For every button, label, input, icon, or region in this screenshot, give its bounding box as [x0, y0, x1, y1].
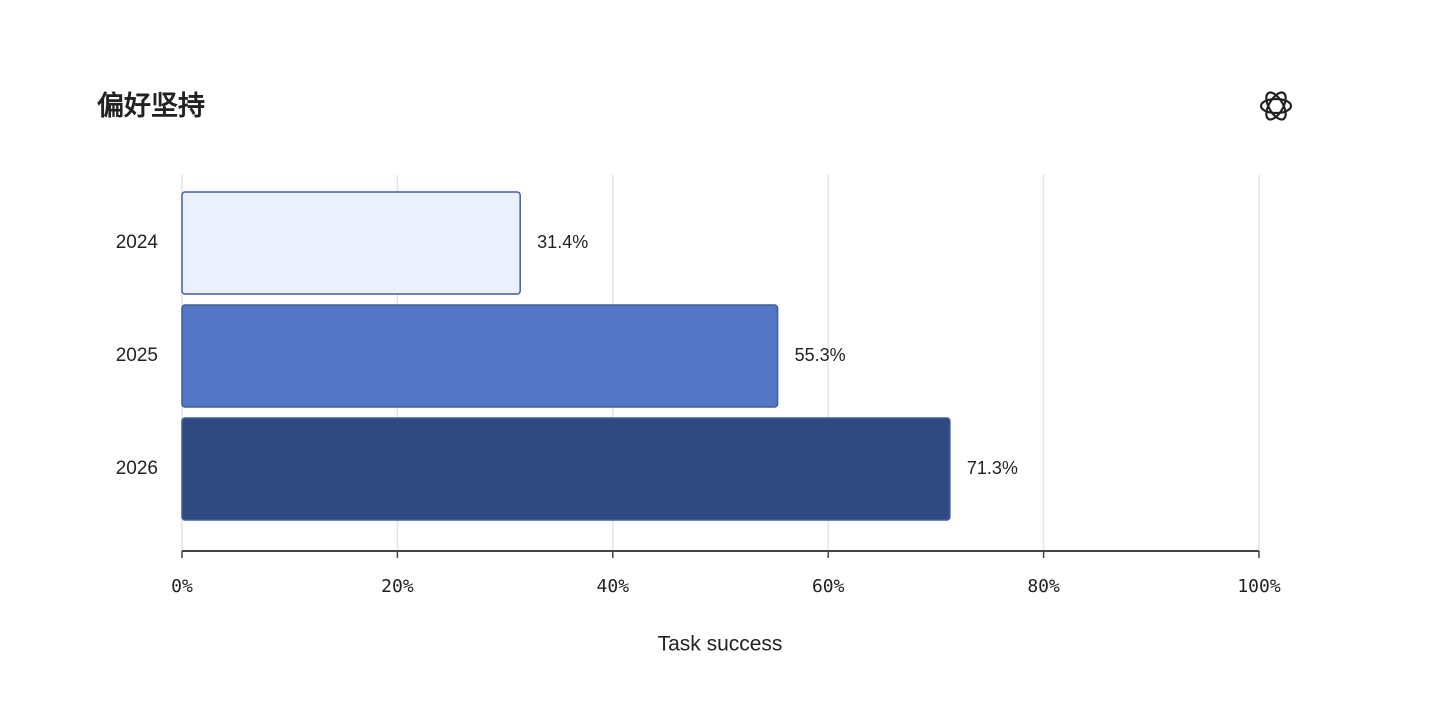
bar [181, 417, 951, 521]
x-tick-label: 100% [1237, 576, 1281, 597]
x-tick-label: 40% [597, 576, 630, 597]
chart-title: 偏好坚持 [97, 91, 205, 121]
bar [181, 304, 779, 408]
x-tick-label: 0% [171, 576, 193, 597]
value-label: 71.3% [967, 458, 1018, 478]
y-tick-label: 2026 [116, 458, 158, 479]
value-label: 55.3% [795, 345, 846, 365]
x-tick-label: 80% [1027, 576, 1060, 597]
x-tick-label: 20% [381, 576, 414, 597]
y-tick-label: 2025 [116, 345, 158, 366]
x-tick-label: 60% [812, 576, 845, 597]
y-tick-label: 2024 [116, 232, 159, 253]
x-axis-label: Task success [658, 633, 783, 656]
logo [1259, 91, 1293, 121]
bar [181, 191, 521, 295]
value-label: 31.4% [537, 232, 588, 252]
